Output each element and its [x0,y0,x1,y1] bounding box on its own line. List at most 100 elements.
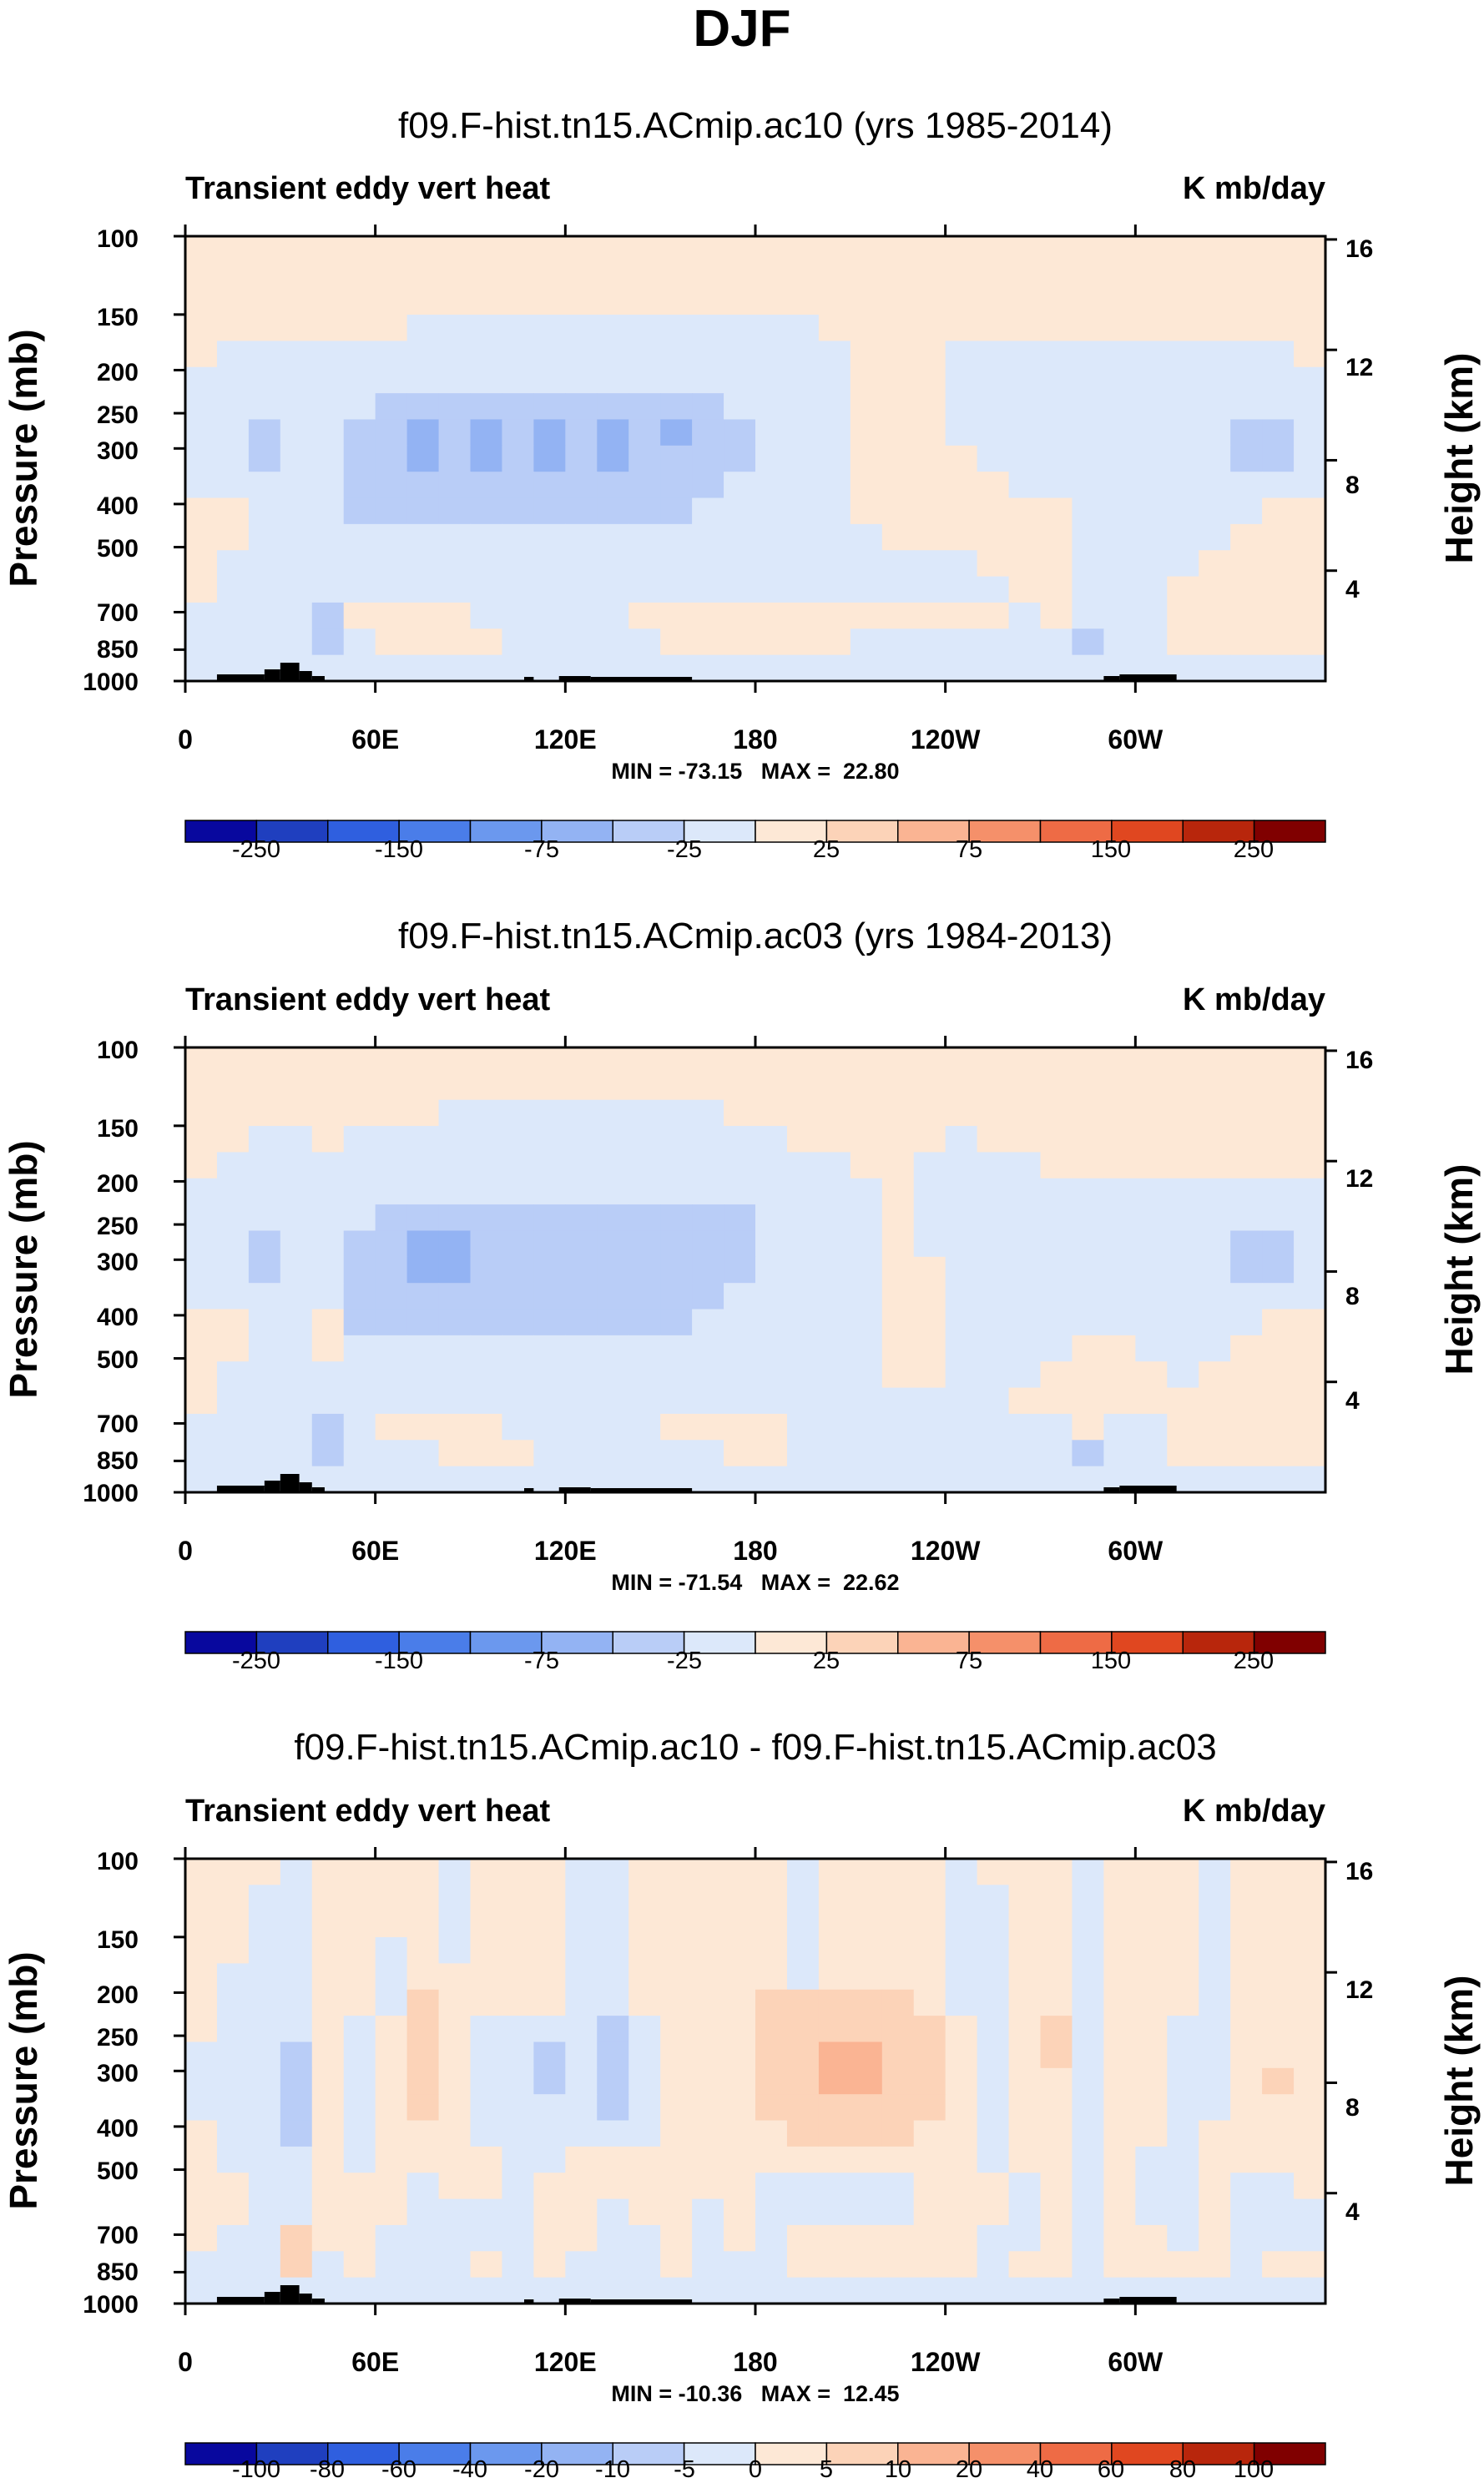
field-cell [881,2120,915,2147]
field-cell [1103,288,1136,315]
y-tick-label: 250 [97,2024,139,2052]
field-cell [375,1047,408,1074]
field-cell [248,2146,281,2173]
variable-label: Transient eddy vert heat [185,982,550,1017]
field-cell [913,2146,946,2173]
field-cell [755,1099,788,1127]
colorbar-label: -250 [232,836,280,863]
field-cell [692,445,724,472]
field-cell [1199,2251,1231,2279]
field-cell [438,1152,472,1179]
field-cell [1199,1178,1231,1205]
colorbar-swatch [968,820,1042,843]
field-cell [692,236,724,263]
panel-1: f09.F-hist.tn15.ACmip.ac10 (yrs 1985-201… [2,105,1481,863]
field-cell [977,523,1010,551]
field-cell [1199,2067,1231,2095]
field-cell [280,1152,313,1179]
colorbar-swatch [825,1631,899,1654]
field-cell [438,1989,472,2016]
field-cell [1199,576,1231,603]
field-cell [1294,236,1326,263]
field-cell [1167,2016,1199,2043]
y-tick-label: 300 [97,1249,139,1276]
field-cell [1040,393,1073,421]
field-cell [1167,2120,1199,2147]
field-cell [533,1047,566,1074]
field-cell [375,654,408,682]
field-cell [786,1204,820,1232]
field-cell [1230,1204,1263,1232]
field-cell [280,1204,313,1232]
field-cell [311,2041,345,2069]
field-cell [438,497,472,525]
field-cell [502,1361,534,1389]
field-cell [1199,1047,1231,1074]
colorbar-label: 40 [1027,2456,1053,2483]
field-cell [375,236,408,263]
field-cell [280,472,313,499]
field-cell [406,472,440,499]
field-cell [755,1126,788,1153]
field-cell [628,445,661,472]
field-cell [881,1361,915,1389]
field-cell [660,602,693,629]
field-cell [375,341,408,368]
colorbar-label: 75 [956,836,982,863]
colorbar-label: 20 [956,2456,982,2483]
field-cell [818,1099,851,1127]
field-cell [565,1152,598,1179]
field-cell [406,1126,440,1153]
field-cell [280,445,313,472]
x-tick-label: 60E [351,724,399,754]
field-cell [724,628,756,656]
field-cell [692,1937,724,1965]
field-cell [724,2277,756,2304]
field-cell [1199,1152,1231,1179]
field-cell [1103,262,1136,290]
colorbar-swatch [327,2442,400,2465]
field-cell [597,262,629,290]
field-cell [1294,1387,1326,1415]
field-cell [565,1256,598,1284]
field-cell [692,1073,724,1101]
field-cell [533,497,566,525]
y-tick-label: 500 [97,2157,139,2185]
field-cell [565,315,598,342]
field-cell [502,419,534,447]
field-cell [1294,1204,1326,1232]
field-cell [1230,1335,1263,1362]
field-cell [755,1204,788,1232]
field-cell [1167,1047,1199,1074]
field-cell [280,2041,313,2069]
field-cell [692,393,724,421]
field-cell [248,1413,281,1441]
field-cell [1040,366,1073,394]
field-cell [786,1910,820,1938]
y-tick-label: 400 [97,2115,139,2142]
field-cell [438,341,472,368]
field-cell [1230,523,1263,551]
field-cell [628,2094,661,2122]
field-cell [660,236,693,263]
field-cell [692,2016,724,2043]
field-cell [945,315,978,342]
field-cell [628,1204,661,1232]
field-cell [343,1047,376,1074]
colorbar-swatch [469,1631,543,1654]
field-cell [1072,2067,1104,2095]
field-cell [913,1937,946,1965]
topography-bar [590,2299,693,2304]
field-cell [1199,1073,1231,1101]
field-cell [311,1885,345,1912]
field-cell [1103,1152,1136,1179]
height-tick-label: 4 [1345,2198,1360,2226]
field-cell [502,262,534,290]
field-cell [881,1178,915,1205]
field-cell [881,1387,915,1415]
field-cell [248,1309,281,1336]
field-cell [724,1073,756,1101]
field-cell [1072,2198,1104,2226]
field-cell [1262,1178,1295,1205]
field-cell [1199,341,1231,368]
